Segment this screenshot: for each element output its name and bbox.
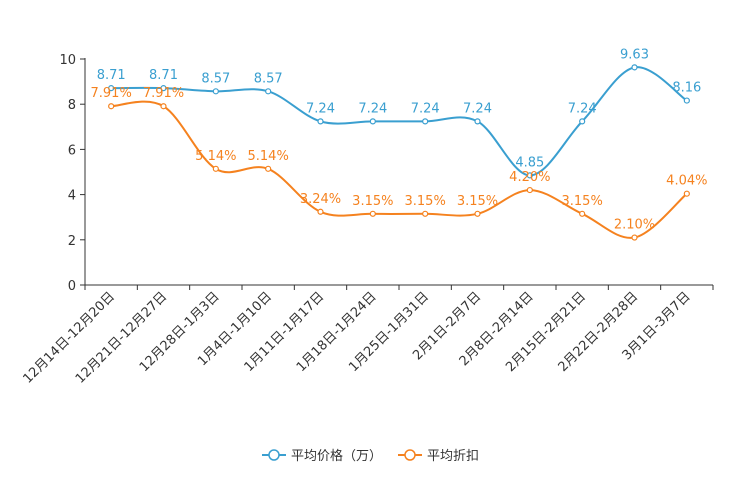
x-tick-label: 12月21日-12月27日 — [73, 289, 170, 386]
data-point[interactable] — [579, 118, 586, 125]
data-point[interactable] — [265, 88, 272, 95]
y-tick-label: 6 — [68, 143, 76, 158]
chart-legend[interactable]: 平均价格（万） 平均折扣 — [262, 448, 479, 464]
data-label: 3.15% — [562, 194, 603, 209]
series-line-1 — [111, 100, 688, 239]
legend-item-0[interactable]: 平均价格（万） — [262, 448, 382, 464]
data-label: 7.91% — [91, 86, 132, 101]
data-point[interactable] — [631, 234, 638, 241]
data-point[interactable] — [526, 172, 533, 179]
data-label: 3.15% — [352, 194, 393, 209]
chart-series — [108, 64, 690, 241]
data-label: 2.10% — [614, 218, 655, 233]
y-tick-label: 10 — [59, 53, 76, 68]
data-point[interactable] — [526, 186, 533, 194]
legend-item-1[interactable]: 平均折扣 — [398, 449, 479, 464]
legend-marker — [268, 449, 280, 461]
data-point[interactable] — [160, 85, 167, 92]
data-point[interactable] — [631, 64, 638, 71]
data-label: 7.24 — [358, 101, 387, 116]
data-point[interactable] — [683, 190, 690, 197]
data-point[interactable] — [474, 210, 481, 217]
legend-label: 平均价格（万） — [291, 448, 382, 464]
data-point[interactable] — [317, 118, 324, 125]
data-label: 9.63 — [620, 47, 649, 62]
chart-data-labels: 8.71 8.71 8.57 8.57 7.24 7.24 7.24 7.24 4.85 7.24… — [91, 47, 708, 232]
data-label: 7.91% — [143, 86, 184, 101]
data-label: 7.24 — [306, 101, 335, 116]
data-label: 8.16 — [672, 81, 701, 96]
data-point[interactable] — [683, 97, 690, 104]
data-point[interactable] — [422, 210, 429, 217]
data-point[interactable] — [474, 118, 481, 125]
data-label: 7.24 — [463, 101, 492, 116]
legend-marker — [404, 449, 416, 461]
data-point[interactable] — [108, 85, 115, 92]
data-label: 8.57 — [201, 71, 230, 86]
data-label: 4.04% — [666, 174, 707, 189]
data-point[interactable] — [317, 208, 324, 215]
y-tick-label: 2 — [68, 234, 76, 249]
x-tick-label: 12月14日-12月20日 — [21, 289, 118, 386]
data-label: 7.24 — [411, 101, 440, 116]
data-label: 7.24 — [568, 101, 597, 116]
data-label: 8.71 — [149, 68, 178, 83]
y-tick-label: 0 — [68, 279, 76, 294]
data-label: 3.15% — [457, 194, 498, 209]
data-label: 4.85 — [515, 155, 544, 170]
data-label: 3.15% — [405, 194, 446, 209]
data-label: 3.24% — [300, 192, 341, 207]
data-label: 4.20% — [509, 170, 550, 185]
data-point[interactable] — [579, 210, 586, 217]
data-point[interactable] — [369, 118, 376, 125]
y-tick-label: 8 — [68, 98, 76, 113]
data-label: 8.71 — [97, 68, 126, 83]
data-point[interactable] — [108, 103, 115, 110]
data-point[interactable] — [212, 165, 219, 172]
data-point[interactable] — [212, 88, 219, 95]
data-label: 5.14% — [248, 149, 289, 164]
data-point[interactable] — [160, 103, 167, 110]
data-point[interactable] — [422, 118, 429, 125]
data-label: 8.57 — [254, 71, 283, 86]
data-label: 5.14% — [195, 149, 236, 164]
data-point[interactable] — [369, 210, 376, 217]
legend-label: 平均折扣 — [427, 449, 479, 464]
y-tick-label: 4 — [68, 189, 76, 204]
data-point[interactable] — [265, 165, 272, 172]
